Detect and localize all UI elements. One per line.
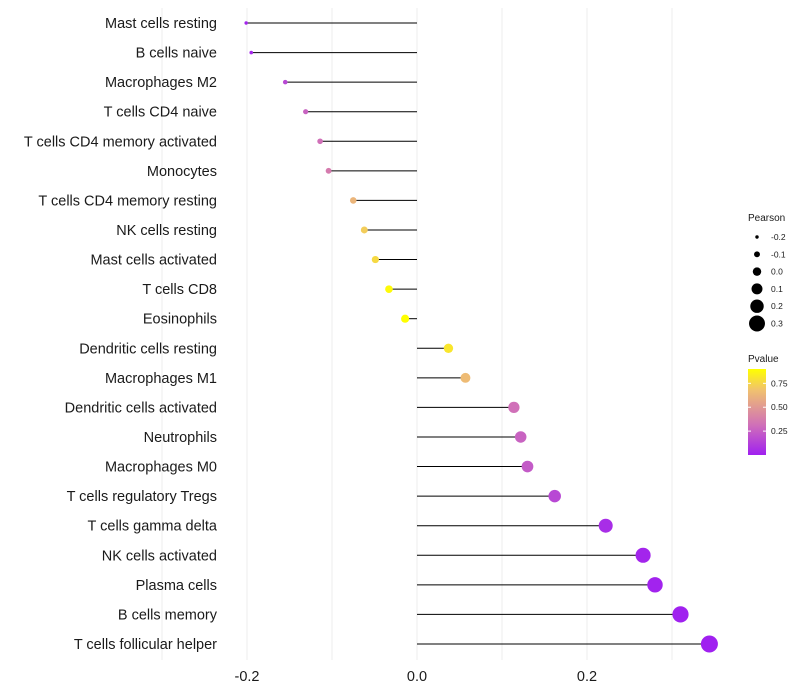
legend-size-label: 0.3 <box>771 319 783 329</box>
color-bar-label: 0.50 <box>771 402 788 412</box>
data-point <box>443 343 454 353</box>
legend-size-label: -0.2 <box>771 232 786 242</box>
category-label: Eosinophils <box>143 312 217 328</box>
stems <box>246 22 710 645</box>
data-point <box>360 226 368 234</box>
category-label: Dendritic cells resting <box>79 341 217 357</box>
legend-size-key <box>755 235 759 239</box>
data-point <box>514 431 527 443</box>
category-label: Macrophages M0 <box>105 460 217 476</box>
category-label: T cells follicular helper <box>74 637 217 653</box>
color-bar-label: 0.75 <box>771 378 788 388</box>
data-point <box>282 79 288 85</box>
category-label: T cells gamma delta <box>88 519 218 535</box>
category-label: B cells memory <box>118 607 218 623</box>
category-label: T cells CD4 memory resting <box>38 193 217 209</box>
category-label: Monocytes <box>147 164 217 180</box>
legend-size-key <box>749 315 765 332</box>
category-label: Plasma cells <box>136 578 217 594</box>
data-point <box>317 138 323 145</box>
x-tick-label: 0.2 <box>577 669 597 685</box>
legend-title: Pvalue <box>748 354 779 365</box>
data-point <box>672 606 689 623</box>
category-label: Mast cells activated <box>90 253 217 269</box>
data-point <box>244 21 248 25</box>
category-label: T cells regulatory Tregs <box>67 489 217 505</box>
data-point <box>325 167 332 174</box>
category-label: NK cells resting <box>116 223 217 239</box>
x-axis-tick-labels: -0.2 0.0 0.2 <box>235 669 598 685</box>
data-point <box>521 460 534 473</box>
data-point <box>249 50 254 55</box>
category-label: Macrophages M1 <box>105 371 217 387</box>
category-label: NK cells activated <box>102 548 217 564</box>
data-point <box>303 109 309 115</box>
legend-size-label: 0.2 <box>771 301 783 311</box>
data-point <box>460 372 471 383</box>
legend-pearson: Pearson -0.2 -0.1 0.0 0.1 0.2 0.3 <box>748 213 786 332</box>
data-point <box>349 197 357 204</box>
category-label: Neutrophils <box>144 430 217 446</box>
data-point <box>508 401 520 414</box>
data-point <box>700 635 718 653</box>
data-point <box>548 489 561 503</box>
category-label: Macrophages M2 <box>105 75 217 91</box>
legend-title: Pearson <box>748 213 785 224</box>
points <box>244 21 718 653</box>
category-label: Dendritic cells activated <box>65 400 217 416</box>
category-label: B cells naive <box>136 46 217 62</box>
legend-size-key <box>754 251 760 258</box>
legend-pvalue: Pvalue 0.25 0.50 0.75 <box>748 354 788 455</box>
data-point <box>385 285 393 293</box>
legend-size-label: -0.1 <box>771 249 786 259</box>
data-point <box>371 255 379 264</box>
legend-size-key <box>751 283 763 295</box>
gridlines <box>161 8 673 660</box>
x-tick-label: -0.2 <box>235 669 260 685</box>
data-point <box>401 314 410 323</box>
data-point <box>598 518 613 533</box>
legend-size-key <box>750 299 764 313</box>
category-label: T cells CD4 naive <box>104 105 217 121</box>
category-label: T cells CD8 <box>142 282 217 298</box>
category-label: T cells CD4 memory activated <box>24 134 217 150</box>
category-label: Mast cells resting <box>105 16 217 32</box>
color-bar-label: 0.25 <box>771 426 788 436</box>
legend-size-label: 0.0 <box>771 267 783 277</box>
color-bar <box>748 369 766 455</box>
data-point <box>635 547 651 563</box>
data-point <box>647 577 663 593</box>
x-tick-label: 0.0 <box>407 669 427 685</box>
legend-size-key <box>752 267 762 276</box>
category-labels: Mast cells resting B cells naive Macrophag… <box>24 16 218 653</box>
legend-size-label: 0.1 <box>771 284 783 294</box>
